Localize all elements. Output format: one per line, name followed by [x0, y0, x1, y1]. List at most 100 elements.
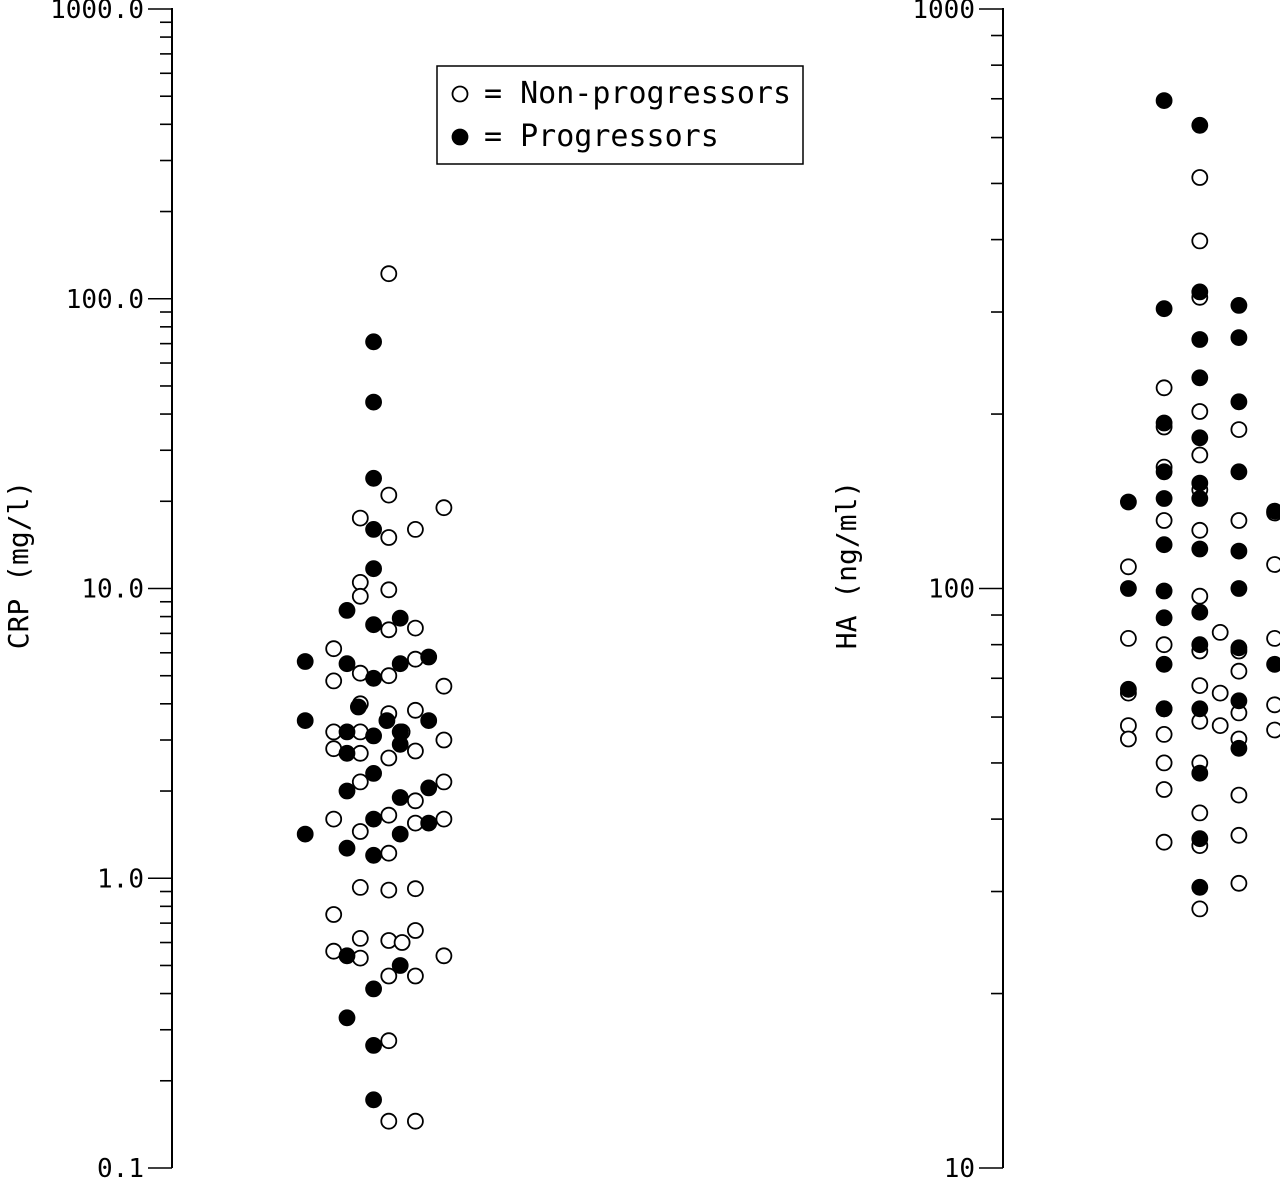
progressor-point — [1191, 830, 1209, 848]
non-progressor-point — [1191, 446, 1209, 464]
progressor-point — [338, 1009, 356, 1027]
progressor-point — [365, 765, 383, 782]
non-progressor-point — [325, 906, 343, 923]
non-progressor-point — [1230, 421, 1248, 439]
non-progressor-point — [1230, 786, 1248, 804]
non-progressor-point — [1266, 556, 1280, 573]
non-progressor-point — [351, 509, 369, 527]
y-tick-label: 10 — [944, 1154, 975, 1179]
non-progressor-point — [435, 499, 453, 517]
progressor-point — [391, 609, 409, 627]
non-progressor-point — [1266, 696, 1280, 714]
progressor-point — [338, 947, 356, 965]
non-progressor-point — [380, 967, 398, 985]
non-progressor-point — [1191, 403, 1209, 420]
non-progressor-point — [1191, 587, 1209, 605]
progressor-point — [365, 616, 383, 634]
progressor-point — [1266, 502, 1280, 520]
progressor-point — [338, 723, 356, 741]
non-progressor-point — [325, 810, 343, 828]
progressor-point — [1191, 331, 1209, 348]
progressor-point — [1155, 582, 1173, 600]
progressor-point — [391, 735, 409, 753]
y-tick-label: 1000 — [912, 0, 975, 25]
legend-label-progressors: = Progressors — [484, 119, 719, 154]
progressor-point — [1191, 603, 1209, 621]
progressor-point — [1120, 680, 1137, 698]
non-progressor-point — [380, 1032, 398, 1050]
non-progressor-point — [351, 879, 369, 896]
progressor-point — [365, 727, 383, 745]
progressor-point — [1155, 700, 1173, 718]
non-progressor-point — [435, 731, 453, 749]
progressor-point — [365, 560, 383, 578]
legend-filled-circle-marker — [451, 128, 469, 146]
progressor-point — [1230, 393, 1248, 411]
progressor-point — [365, 333, 383, 351]
progressor-point — [1155, 609, 1173, 627]
progressor-point — [1155, 300, 1173, 318]
non-progressor-point — [406, 922, 424, 939]
progressor-point — [365, 469, 383, 487]
non-progressor-point — [393, 934, 411, 951]
non-progressor-point — [380, 1112, 398, 1130]
non-progressor-point — [1191, 677, 1209, 694]
non-progressor-point — [1230, 826, 1248, 844]
non-progressor-point — [380, 806, 398, 824]
progressor-point — [1191, 764, 1209, 782]
progressor-point — [1230, 639, 1248, 657]
progressor-point — [1230, 329, 1248, 347]
progressor-point — [338, 744, 356, 762]
legend: = Non-progressors = Progressors — [436, 65, 804, 165]
non-progressor-point — [435, 773, 453, 791]
crp-y-tick-labels: 0.1 1.0 10.0 100.0 1000.0 — [50, 0, 144, 1179]
progressor-point — [338, 602, 356, 619]
progressor-point — [1230, 580, 1248, 597]
crp-y-axis-label: CRP (mg/l) — [2, 481, 35, 650]
non-progressor-point — [435, 947, 453, 965]
legend-open-circle-marker — [451, 85, 469, 103]
progressor-point — [296, 653, 314, 670]
progressor-point — [1120, 493, 1137, 511]
non-progressor-point — [1155, 726, 1173, 743]
progressor-point — [391, 655, 409, 673]
y-tick-label: 0.1 — [97, 1154, 144, 1179]
non-progressor-point — [435, 677, 453, 695]
non-progressor-point — [1120, 558, 1137, 576]
non-progressor-point — [380, 529, 398, 546]
progressor-point — [1191, 878, 1209, 896]
non-progressor-point — [351, 823, 369, 840]
progressor-point — [1191, 474, 1209, 492]
progressor-point — [1191, 700, 1209, 718]
non-progressor-point — [1266, 630, 1280, 647]
progressor-point — [365, 1091, 383, 1109]
progressor-point — [1155, 92, 1173, 109]
crp-chart: 0.1 1.0 10.0 100.0 1000.0 CRP (mg/l) — [2, 0, 453, 1179]
progressor-point — [420, 648, 438, 666]
progressor-point — [296, 712, 314, 729]
ha-y-axis-label: HA (ng/ml) — [830, 481, 863, 650]
progressor-point — [338, 655, 356, 673]
non-progressor-point — [325, 640, 343, 658]
ha-points — [1120, 92, 1280, 918]
progressor-point — [1191, 116, 1209, 134]
non-progressor-point — [380, 621, 398, 639]
non-progressor-point — [351, 773, 369, 791]
non-progressor-point — [380, 265, 398, 283]
non-progressor-point — [1230, 662, 1248, 680]
non-progressor-point — [1191, 169, 1209, 186]
non-progressor-point — [380, 486, 398, 504]
non-progressor-point — [1211, 624, 1229, 641]
progressor-point — [378, 712, 396, 729]
non-progressor-point — [406, 742, 424, 760]
progressor-point — [1191, 540, 1209, 558]
non-progressor-point — [351, 930, 369, 947]
progressor-point — [1230, 739, 1248, 757]
non-progressor-point — [1155, 379, 1173, 397]
non-progressor-point — [325, 672, 343, 690]
progressor-point — [1155, 463, 1173, 481]
progressor-point — [1191, 490, 1209, 507]
progressor-point — [365, 521, 383, 538]
progressor-point — [1191, 283, 1209, 301]
